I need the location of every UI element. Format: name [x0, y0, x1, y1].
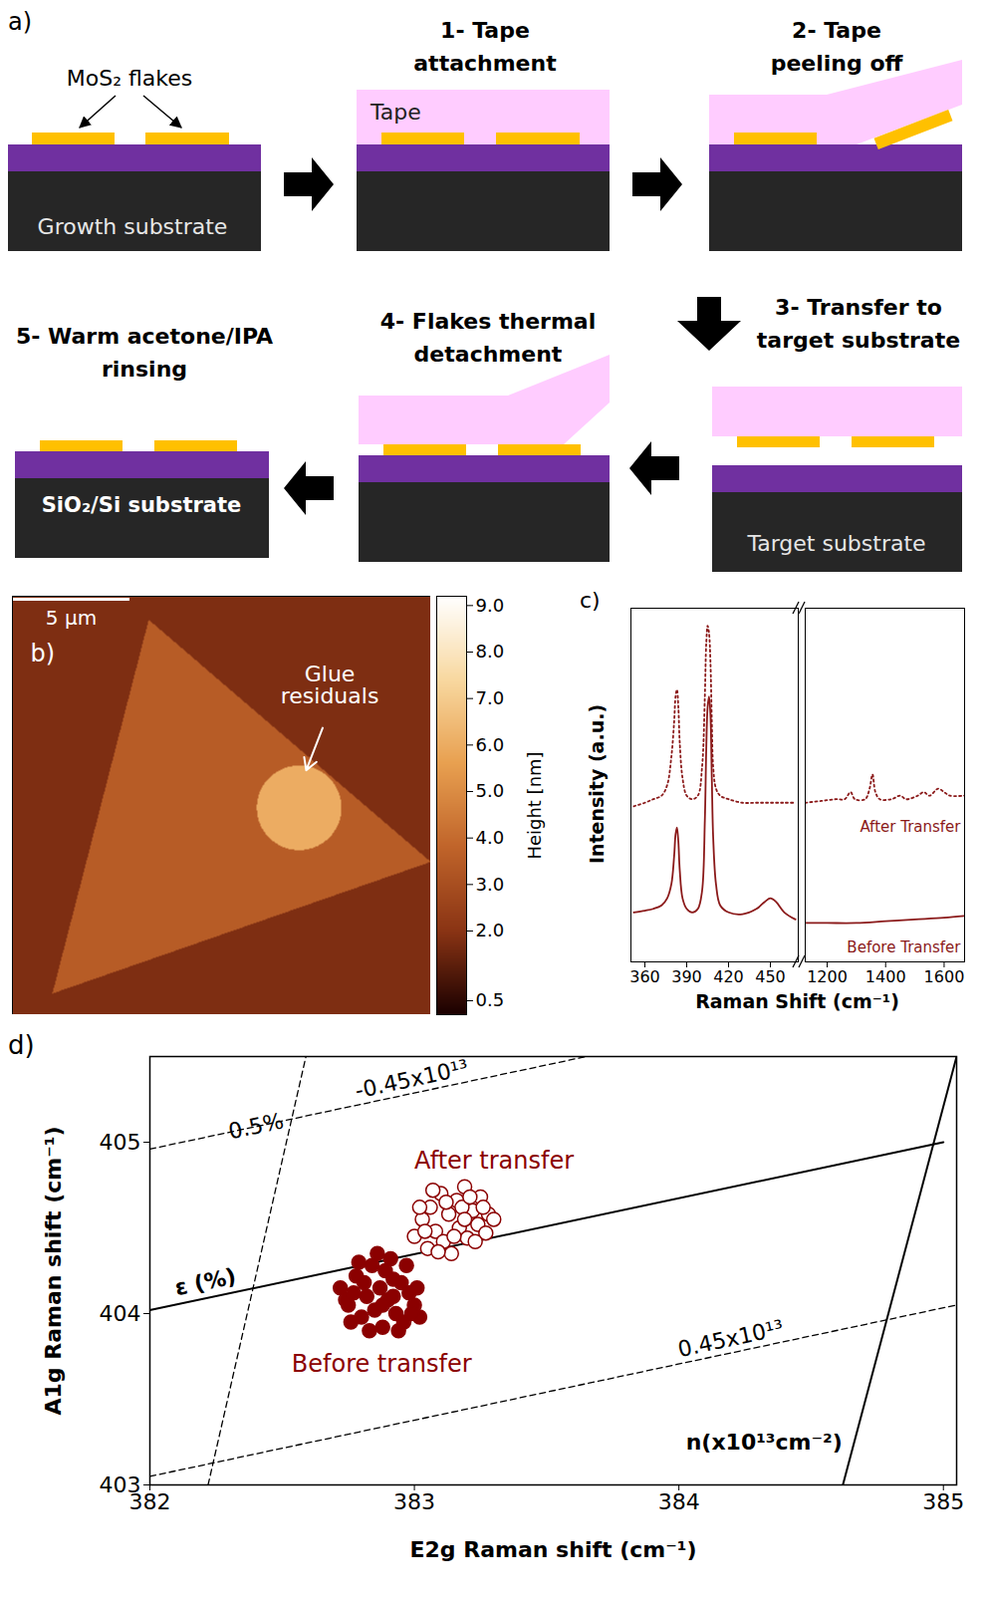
svg-text:-0.45x10¹³: -0.45x10¹³ [352, 1054, 471, 1103]
svg-text:Before transfer: Before transfer [291, 1349, 473, 1378]
svg-text:1600: 1600 [924, 967, 966, 986]
svg-text:Tape: Tape [369, 99, 422, 125]
svg-text:E2g Raman shift (cm⁻¹): E2g Raman shift (cm⁻¹) [410, 1536, 698, 1562]
svg-text:Glueresiduals: Glueresiduals [280, 661, 380, 709]
svg-text:405: 405 [99, 1129, 142, 1155]
svg-text:SiO₂/Si substrate: SiO₂/Si substrate [41, 493, 243, 517]
svg-text:4- Flakes thermal: 4- Flakes thermal [380, 308, 597, 334]
svg-text:n(x10¹³cm⁻²): n(x10¹³cm⁻²) [686, 1429, 843, 1455]
svg-text:rinsing: rinsing [101, 356, 188, 382]
svg-text:0.5: 0.5 [476, 988, 505, 1010]
svg-text:a): a) [7, 7, 32, 36]
svg-text:After Transfer: After Transfer [859, 817, 962, 836]
svg-text:b): b) [30, 639, 56, 668]
svg-text:1400: 1400 [865, 967, 907, 986]
svg-text:detachment: detachment [414, 341, 563, 367]
svg-text:ε (%): ε (%) [172, 1262, 239, 1300]
svg-text:9.0: 9.0 [476, 594, 505, 616]
svg-text:7.0: 7.0 [476, 687, 505, 709]
svg-text:Height [nm]: Height [nm] [523, 750, 545, 859]
svg-text:360: 360 [629, 967, 661, 986]
svg-text:A1g Raman shift (cm⁻¹): A1g Raman shift (cm⁻¹) [40, 1126, 66, 1416]
svg-text:1200: 1200 [806, 967, 848, 986]
svg-text:420: 420 [713, 967, 744, 986]
svg-text:404: 404 [99, 1300, 142, 1326]
svg-text:0.45x10¹³: 0.45x10¹³ [675, 1314, 785, 1362]
svg-text:5 µm: 5 µm [45, 605, 97, 630]
svg-text:8.0: 8.0 [476, 640, 505, 662]
svg-text:2.0: 2.0 [476, 919, 505, 941]
svg-text:After transfer: After transfer [414, 1146, 574, 1175]
svg-text:2- Tape: 2- Tape [791, 17, 882, 43]
svg-text:4.0: 4.0 [476, 826, 505, 848]
svg-text:Target substrate: Target substrate [745, 530, 926, 556]
svg-text:Intensity (a.u.): Intensity (a.u.) [585, 704, 608, 864]
svg-text:1- Tape: 1- Tape [440, 17, 530, 43]
html-text:Raman Shift (cm⁻¹): Raman Shift (cm⁻¹) [695, 989, 900, 1012]
svg-text:3.0: 3.0 [476, 873, 505, 895]
svg-text:Before Transfer: Before Transfer [846, 938, 962, 957]
svg-text:Growth substrate: Growth substrate [37, 214, 229, 240]
svg-text:382: 382 [129, 1488, 172, 1514]
svg-text:MoS₂ flakes: MoS₂ flakes [66, 65, 194, 91]
svg-text:3- Transfer to: 3- Transfer to [774, 294, 943, 320]
svg-text:390: 390 [671, 967, 703, 986]
svg-text:target substrate: target substrate [756, 327, 961, 353]
svg-text:attachment: attachment [413, 50, 557, 76]
svg-text:403: 403 [99, 1471, 141, 1497]
svg-text:383: 383 [393, 1488, 436, 1514]
svg-text:5.0: 5.0 [476, 779, 505, 801]
svg-text:0.5%: 0.5% [226, 1107, 286, 1144]
svg-text:384: 384 [658, 1488, 701, 1514]
svg-text:385: 385 [922, 1488, 965, 1514]
svg-text:450: 450 [754, 967, 786, 986]
svg-text:5- Warm acetone/IPA: 5- Warm acetone/IPA [15, 323, 273, 349]
html-text:c): c) [579, 587, 601, 613]
svg-text:peeling off: peeling off [770, 50, 905, 76]
svg-text:6.0: 6.0 [476, 734, 505, 755]
html-text:d): d) [7, 1029, 35, 1060]
